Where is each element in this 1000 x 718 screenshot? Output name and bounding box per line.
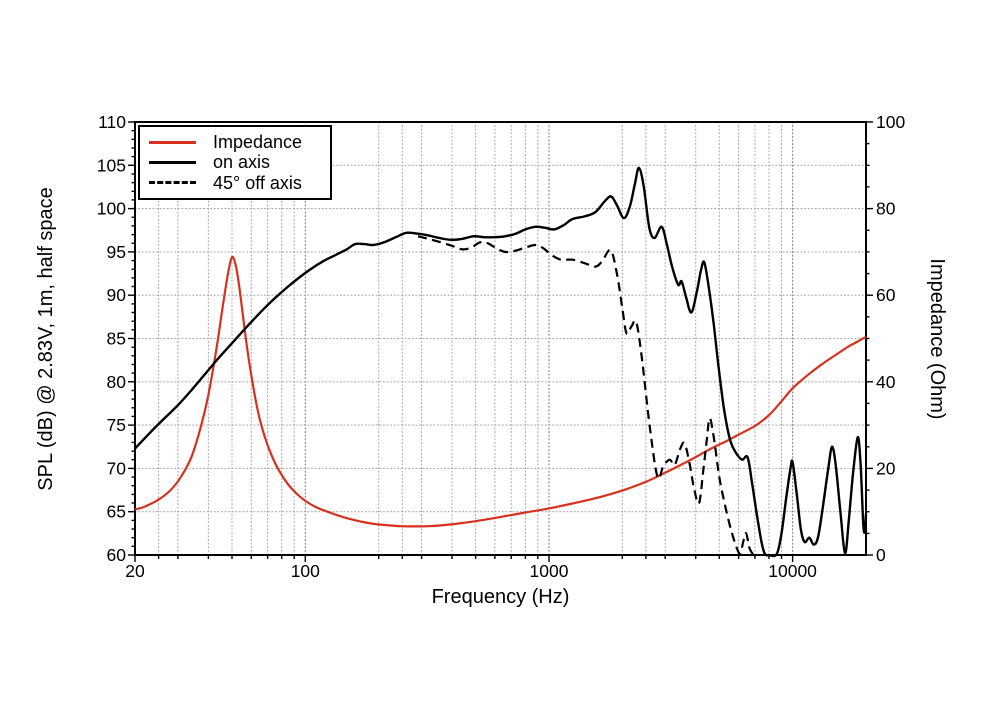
svg-text:105: 105 [97,155,126,175]
svg-text:85: 85 [107,329,126,349]
svg-text:20: 20 [125,561,145,581]
legend-label: on axis [213,152,271,173]
y-axis-title-right: Impedance (Ohm) [926,258,948,419]
plot-frame [134,121,867,556]
legend-item-off-axis: 45° off axis [149,174,322,192]
legend-item-impedance: Impedance [149,133,322,151]
svg-text:70: 70 [107,458,127,478]
svg-text:75: 75 [107,415,126,435]
y-axis-title-left: SPL (dB) @ 2.83V, 1m, half space [35,187,57,490]
svg-text:95: 95 [107,242,126,262]
dashed-line-icon [149,181,196,185]
solid-line-icon [149,160,196,164]
svg-text:1000: 1000 [530,561,569,581]
svg-text:10000: 10000 [768,561,817,581]
svg-text:100: 100 [876,112,905,132]
svg-text:60: 60 [876,285,896,305]
svg-text:100: 100 [97,199,126,219]
y-gridlines [134,164,867,513]
legend-label: Impedance [213,132,303,153]
svg-text:65: 65 [107,502,126,522]
svg-text:80: 80 [876,199,896,219]
svg-text:80: 80 [107,372,127,392]
svg-text:40: 40 [876,372,896,392]
curve-impedance [134,255,867,528]
svg-text:60: 60 [107,545,127,565]
legend-label: 45° off axis [213,172,302,193]
curve-on-axis [134,166,868,558]
curve-45-off-axis [417,235,755,556]
series-curves [134,166,868,558]
svg-text:90: 90 [107,285,127,305]
svg-text:100: 100 [291,561,320,581]
impedance-line-icon [149,140,196,144]
svg-text:20: 20 [876,458,896,478]
svg-text:110: 110 [98,112,126,132]
svg-text:0: 0 [876,545,886,565]
legend-item-on-axis: on axis [149,153,322,171]
x-axis-title: Frequency (Hz) [432,586,570,608]
legend: Impedance on axis 45° off axis [138,125,332,200]
tick-labels: 20 100 1000 10000 60 65 70 75 80 85 90 95 100 105 110 0… [97,112,906,581]
